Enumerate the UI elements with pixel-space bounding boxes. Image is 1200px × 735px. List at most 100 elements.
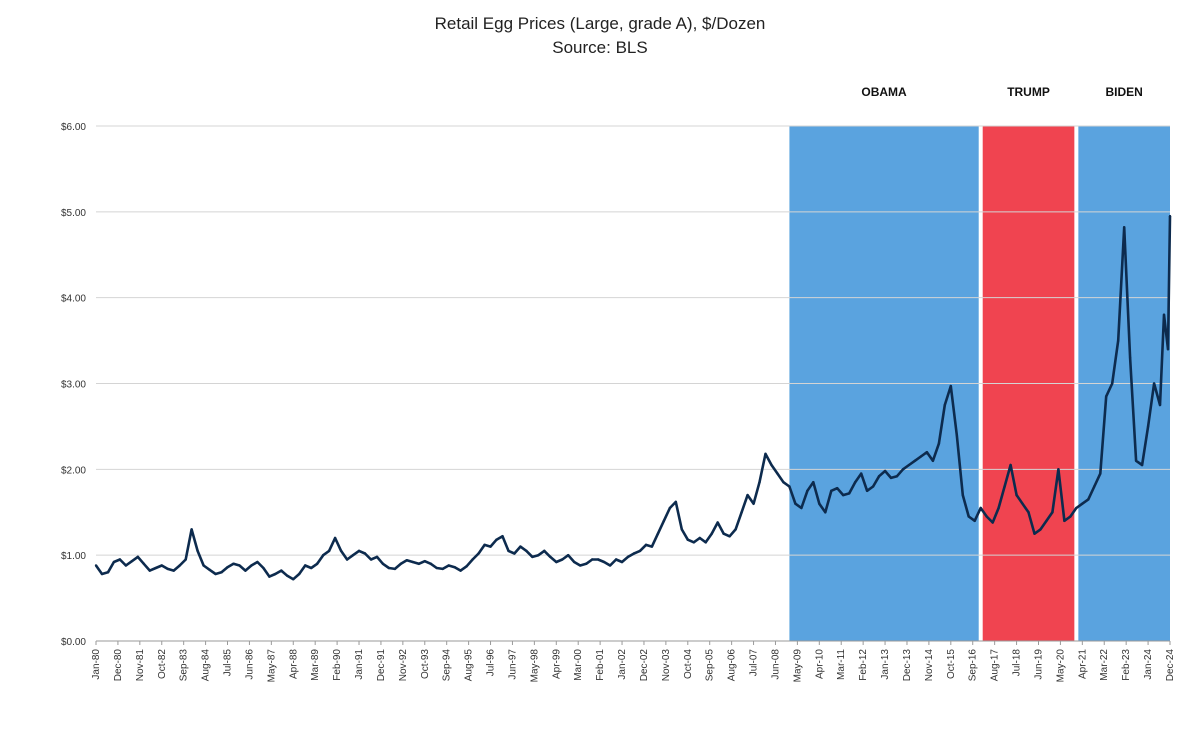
data-point	[961, 493, 964, 497]
chart-subtitle: Source: BLS	[552, 38, 648, 57]
data-point	[1140, 463, 1144, 467]
data-point	[818, 502, 821, 505]
data-point	[375, 555, 379, 559]
data-point	[447, 564, 450, 567]
y-tick-label: $0.00	[61, 637, 86, 648]
data-point	[1134, 459, 1138, 462]
data-point	[357, 549, 361, 553]
data-point	[1033, 532, 1036, 535]
data-point	[309, 566, 313, 570]
data-point	[567, 553, 570, 557]
data-point	[321, 553, 325, 557]
data-point	[578, 564, 582, 567]
data-point	[298, 572, 301, 576]
data-point	[459, 569, 462, 572]
data-point	[1158, 403, 1162, 407]
data-point	[304, 564, 307, 567]
data-point	[812, 481, 815, 484]
data-point	[614, 558, 618, 561]
data-point	[118, 558, 122, 561]
data-point	[1051, 511, 1054, 514]
band-label-obama: OBAMA	[861, 85, 907, 99]
x-tick-label: Oct-15	[946, 649, 957, 679]
data-point	[650, 545, 654, 548]
data-point	[250, 564, 253, 567]
data-point	[1075, 506, 1078, 510]
data-point	[728, 535, 731, 538]
data-point	[1081, 502, 1084, 505]
data-point	[411, 560, 415, 564]
data-point	[937, 442, 941, 445]
data-point	[124, 564, 128, 567]
x-tick-label: Jan-24	[1143, 649, 1154, 680]
data-point	[345, 558, 349, 561]
data-point	[973, 519, 976, 523]
data-point	[256, 560, 259, 564]
data-point	[531, 555, 534, 559]
data-point	[1027, 511, 1030, 514]
data-point	[166, 567, 169, 571]
data-point	[136, 555, 140, 559]
data-point	[740, 511, 743, 514]
x-tick-label: Dec-13	[902, 649, 913, 682]
band-label-biden: BIDEN	[1106, 85, 1143, 99]
x-tick-label: Mar-00	[573, 649, 584, 681]
data-point	[399, 562, 403, 565]
data-point	[543, 549, 546, 553]
data-point	[668, 506, 672, 510]
data-point	[112, 560, 116, 564]
x-tick-label: Jun-97	[507, 649, 518, 680]
x-tick-label: Jul-96	[486, 649, 497, 677]
x-tick-label: Sep-16	[968, 649, 979, 682]
data-point	[1146, 425, 1150, 428]
data-point	[901, 468, 905, 471]
data-point	[1057, 468, 1060, 471]
y-tick-label: $5.00	[61, 208, 86, 219]
data-point	[662, 519, 666, 523]
data-point	[327, 549, 331, 553]
data-point	[238, 564, 241, 567]
data-point	[847, 492, 851, 495]
data-point	[692, 541, 695, 544]
data-point	[842, 493, 845, 497]
data-point	[626, 555, 630, 559]
x-tick-label: Sep-05	[705, 649, 716, 682]
x-tick-label: May-09	[792, 649, 803, 683]
x-tick-label: Jun-86	[244, 649, 255, 680]
x-tick-label: Jun-08	[770, 649, 781, 680]
data-point	[555, 560, 558, 564]
data-point	[142, 562, 146, 565]
x-tick-label: Nov-92	[398, 649, 409, 682]
data-point	[776, 472, 779, 475]
x-tick-label: Aug-06	[727, 649, 738, 682]
data-point	[1063, 519, 1066, 523]
data-point	[507, 549, 510, 553]
data-point	[1105, 395, 1108, 398]
data-point	[489, 545, 492, 548]
data-point	[955, 433, 958, 437]
data-point	[381, 562, 385, 565]
data-point	[1009, 463, 1012, 467]
x-tick-label: Mar-89	[310, 649, 321, 681]
data-point	[644, 543, 648, 547]
x-tick-label: Apr-10	[814, 649, 825, 679]
data-point	[1003, 485, 1006, 488]
y-tick-label: $1.00	[61, 551, 86, 562]
x-tick-label: Dec-91	[376, 649, 387, 682]
x-tick-label: May-98	[529, 649, 540, 683]
x-tick-label: Jul-85	[223, 649, 234, 677]
data-point	[184, 558, 187, 561]
data-point	[895, 475, 899, 478]
x-tick-label: Feb-12	[858, 649, 869, 681]
data-point	[1168, 214, 1172, 218]
data-point	[501, 535, 504, 538]
data-point	[770, 463, 773, 467]
data-point	[495, 538, 498, 541]
data-point	[453, 565, 456, 569]
data-point	[865, 489, 869, 492]
data-point	[471, 558, 474, 561]
data-point	[788, 485, 791, 488]
x-tick-label: Nov-81	[135, 649, 146, 682]
